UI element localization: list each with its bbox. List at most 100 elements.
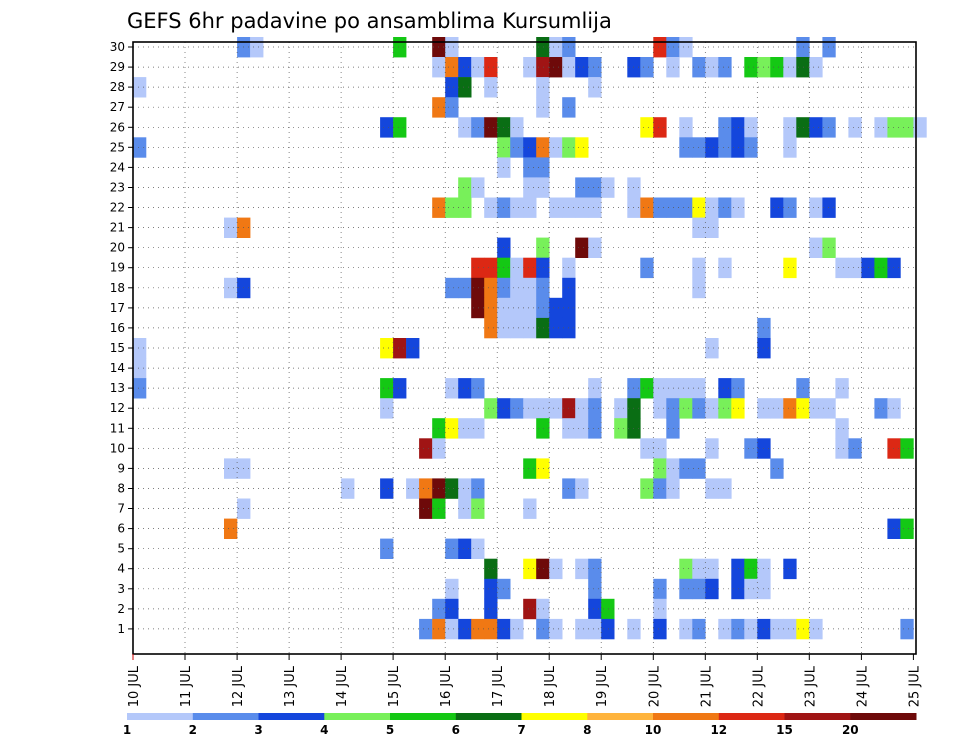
heatmap-cell [653,197,667,218]
heatmap-cell [510,137,524,158]
heatmap-cell [887,438,901,459]
heatmap-cell [653,458,667,479]
heatmap-cell [900,618,914,640]
heatmap-cell [393,117,407,138]
heatmap-cell [705,338,719,359]
heatmap-cell [575,618,589,640]
heatmap-cell [536,97,550,118]
heatmap-cell [536,77,550,98]
heatmap-cell [484,598,498,620]
heatmap-cell [783,57,797,78]
heatmap-cell [510,398,524,419]
x-tick-label: 23 JUL [803,665,818,707]
x-tick-label: 21 JUL [699,665,714,707]
heatmap-cell [484,117,498,138]
x-tick-label: 14 JUL [335,665,350,707]
heatmap-cell [588,378,602,399]
heatmap-cell [419,498,433,519]
legend-label: 2 [189,723,197,737]
heatmap-cell [653,378,667,399]
heatmap-cell [588,418,602,439]
heatmap-cell [653,598,667,620]
heatmap-cell [588,77,602,98]
heatmap-cell [458,478,472,499]
y-tick-label: 18 [110,281,125,295]
heatmap-cell [419,438,433,459]
heatmap-cell [536,317,550,339]
y-tick-label: 21 [110,221,125,235]
heatmap-cell [536,157,550,178]
heatmap-cell [848,438,862,459]
y-tick-label: 30 [110,40,125,54]
heatmap-cell [640,117,654,138]
heatmap-cell [484,578,498,600]
legend-swatch [455,713,522,720]
heatmap-cell [510,257,524,279]
heatmap-cell [406,338,420,359]
legend-swatch [850,713,917,720]
heatmap-cell [796,57,810,78]
heatmap-cell [653,478,667,499]
heatmap-cell [445,197,459,218]
heatmap-cell [445,378,459,399]
heatmap-cell [783,117,797,138]
heatmap-cell [744,137,758,158]
y-tick-label: 6 [117,522,125,536]
heatmap-cell [458,538,472,559]
heatmap-cell [484,297,498,319]
heatmap-cell [744,558,758,580]
heatmap-cell [536,57,550,78]
heatmap-cell [380,117,394,138]
y-tick-label: 25 [110,140,125,154]
heatmap-cell [523,137,537,158]
heatmap-cell [653,618,667,640]
x-tick-label: 10 JUL [127,665,142,707]
heatmap-cell [640,257,654,279]
heatmap-cell [380,338,394,359]
heatmap-cell [575,237,589,258]
heatmap-cell [705,57,719,78]
heatmap-cell [224,458,238,479]
heatmap-cell [341,478,355,499]
heatmap-cell [523,297,537,319]
heatmap-cell [458,418,472,439]
heatmap-cell [133,77,147,98]
x-tick-label: 25 JUL [907,665,922,707]
y-tick-label: 24 [110,160,125,174]
heatmap-cell [666,418,680,439]
heatmap-cell [484,257,498,279]
x-tick-label: 24 JUL [855,665,870,707]
heatmap-cell [770,398,784,419]
heatmap-cell [523,157,537,178]
heatmap-cell [835,438,849,459]
heatmap-cell [458,77,472,98]
heatmap-cell [705,478,719,499]
heatmap-cell [471,478,485,499]
x-tick-label: 17 JUL [491,665,506,707]
legend-swatch [784,713,851,720]
heatmap-cell [458,197,472,218]
heatmap-cell [133,358,147,379]
y-tick-label: 19 [110,261,125,275]
heatmap-cell [458,498,472,519]
legend-label: 5 [386,723,394,737]
heatmap-cell [744,57,758,78]
heatmap-cell [640,438,654,459]
heatmap-cell [601,177,615,198]
heatmap-cell [133,137,147,158]
heatmap-cell [900,117,914,138]
heatmap-cell [523,317,537,339]
heatmap-cell [445,77,459,98]
heatmap-cell [705,137,719,158]
heatmap-cell [471,277,485,299]
heatmap-cell [874,257,888,279]
heatmap-cell [601,598,615,620]
heatmap-cell [718,478,732,499]
x-tick-label: 19 JUL [595,665,610,707]
heatmap-cell [783,137,797,158]
heatmap-cell [588,578,602,600]
heatmap-cell [549,197,563,218]
heatmap-cell [679,37,693,58]
y-tick-label: 1 [117,622,125,636]
heatmap-cell [783,257,797,279]
